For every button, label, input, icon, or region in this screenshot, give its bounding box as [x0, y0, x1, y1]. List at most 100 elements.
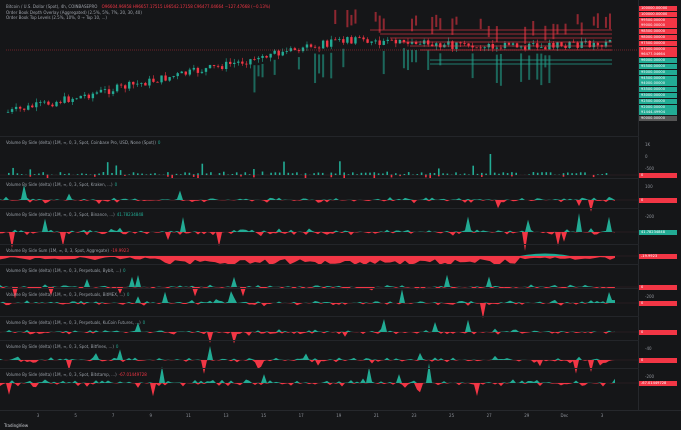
pane-legend-7[interactable]: Volume By Side (delta) (1M, ∞, 0, 3, Per…: [6, 320, 145, 325]
candle-body: [132, 82, 134, 85]
pane-legend-8[interactable]: Volume By Side (delta) (1M, ∞, 0, 3, Spo…: [6, 344, 118, 349]
pane-separator[interactable]: [0, 288, 639, 289]
pane-title: Volume By Side (delta) (1M, ∞, 0, 3, Per…: [6, 320, 141, 325]
price-level-tag: 92500.00000: [639, 99, 677, 104]
pane-legend-9[interactable]: Volume By Side (delta) (1M, ∞, 0, 3, Spo…: [6, 372, 147, 377]
delta-area-up: [0, 275, 615, 287]
pane-legend-4[interactable]: Volume By Side Sum (1M, ∞, 0, 3, Spot, A…: [6, 248, 129, 253]
pane-value: 41.78234848: [117, 212, 144, 217]
candle-body: [241, 62, 243, 64]
depth-bid-block: [415, 50, 417, 62]
volume-bar-up: [352, 172, 354, 175]
candle-body: [80, 96, 82, 98]
volume-bar-up: [245, 172, 247, 175]
candle-body: [92, 94, 94, 99]
depth-ask-block: [532, 21, 534, 36]
depth-bid-block: [298, 57, 300, 69]
candle-body: [47, 102, 49, 105]
pane-title: Volume By Side (delta) (1M, ∞, 0, 3, Spo…: [6, 182, 113, 187]
volume-bar-up: [386, 172, 388, 175]
volume-bar-up: [253, 169, 255, 175]
pane-title: Volume By Side (delta) (1M, ∞, 0, 3, Spo…: [6, 344, 114, 349]
depth-ask-block: [431, 17, 433, 34]
candle-body: [104, 89, 106, 90]
depth-ask-block: [593, 17, 595, 26]
delta-area-down: [0, 383, 615, 396]
pane-legend-5[interactable]: Volume By Side (delta) (1M, ∞, 0, 3, Per…: [6, 268, 126, 273]
time-tick: 27: [487, 413, 492, 418]
candle-body: [11, 109, 13, 112]
volume-bar-up: [356, 174, 358, 175]
volume-bar-up: [442, 173, 444, 175]
volume-bar-up: [485, 174, 487, 175]
depth-ask-block: [597, 13, 599, 28]
pane-legend-6[interactable]: Volume By Side (delta) (1M, ∞, 0, 3, Per…: [6, 292, 129, 297]
tradingview-logo[interactable]: TradingView: [4, 423, 28, 428]
candle-body: [560, 42, 562, 46]
volume-bar-up: [206, 173, 208, 175]
overlay-legend-2[interactable]: Order Book Top Levels (2.5%, 10%, 0 → To…: [6, 15, 107, 20]
pane-separator[interactable]: [0, 178, 639, 179]
candle-body: [27, 106, 29, 110]
volume-bar-up: [472, 166, 474, 175]
volume-bar-up: [455, 172, 457, 175]
candle-body: [273, 51, 275, 54]
time-tick: 5: [74, 413, 77, 418]
depth-ask-block: [565, 24, 567, 35]
pane-value-tag: 41.78234848: [639, 230, 677, 235]
volume-bar-up: [176, 174, 178, 175]
candle-body: [213, 65, 215, 66]
volume-bar-up: [81, 173, 83, 175]
pane-separator[interactable]: [0, 264, 639, 265]
volume-bar-up: [374, 172, 376, 175]
delta-area-up: [0, 185, 615, 200]
pane-value: 0: [127, 292, 130, 297]
volume-bar-up: [498, 174, 500, 175]
volume-bar-up: [571, 173, 573, 175]
price-level-tag: 98500.00000: [639, 29, 677, 34]
pane-separator[interactable]: [0, 208, 639, 209]
candle-body: [358, 37, 360, 38]
depth-ask-block: [354, 9, 356, 23]
volume-bar-up: [197, 173, 199, 175]
pane-legend-2[interactable]: Volume By Side (delta) (1M, ∞, 0, 3, Spo…: [6, 182, 117, 187]
time-tick: 23: [411, 413, 416, 418]
candle-body: [496, 48, 498, 49]
candle-body: [334, 39, 336, 40]
candle-body: [63, 96, 65, 102]
pane-legend-1[interactable]: Volume By Side (delta) (1M, ∞, 0, 3, Spo…: [6, 140, 160, 145]
candle-body: [459, 43, 461, 44]
pane-separator[interactable]: [0, 368, 639, 369]
symbol-legend[interactable]: Bitcoin / U.S. Dollar (Spot), 4h, COINBA…: [6, 4, 270, 9]
pane-separator[interactable]: [0, 340, 639, 341]
volume-bar-up: [481, 173, 483, 175]
candle-body: [556, 42, 558, 47]
depth-ask-block: [451, 19, 453, 35]
volume-bar-up: [365, 173, 367, 175]
candle-body: [148, 79, 150, 86]
pane-separator[interactable]: [0, 316, 639, 317]
volume-bar-up: [378, 173, 380, 175]
price-level-tag: 100000.00000: [639, 12, 677, 17]
candle-body: [508, 43, 510, 45]
pane-tick: -200: [645, 294, 654, 299]
pane-separator[interactable]: [0, 136, 639, 137]
candle-body: [439, 43, 441, 47]
volume-bar-up: [511, 172, 513, 175]
volume-bar-up: [21, 174, 23, 175]
volume-bar-down: [30, 175, 32, 177]
candle-body: [265, 56, 267, 58]
volume-bar-up: [167, 172, 169, 175]
candle-body: [298, 50, 300, 51]
volume-bar-up: [563, 173, 565, 175]
pane-legend-3[interactable]: Volume By Side (delta) (1M, ∞, 0, 3, Spo…: [6, 212, 143, 217]
candle-body: [391, 40, 393, 41]
volume-bar-up: [30, 169, 32, 175]
volume-bar-up: [150, 174, 152, 175]
candle-body: [112, 91, 114, 94]
candle-body: [395, 40, 397, 43]
pane-separator[interactable]: [0, 244, 639, 245]
